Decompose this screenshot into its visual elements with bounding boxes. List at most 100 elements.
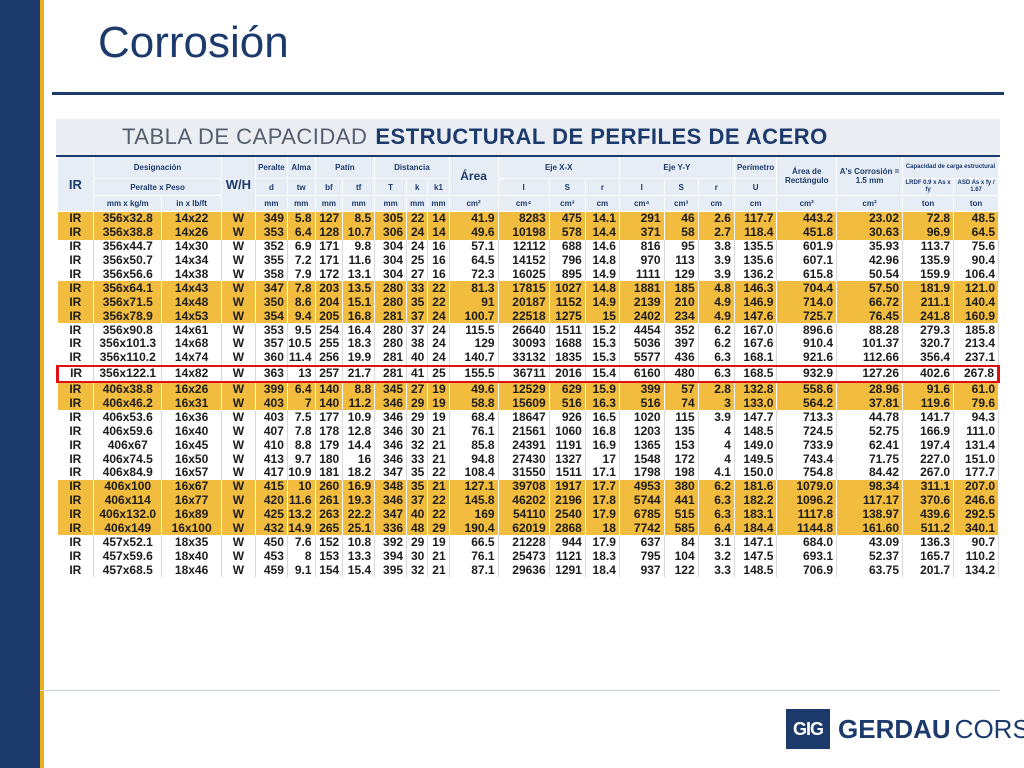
table-cell: 713.3 — [776, 410, 838, 425]
table-cell: 413 — [255, 452, 288, 467]
table-cell: 153 — [664, 438, 699, 453]
table-cell: 128 — [315, 225, 344, 240]
table-cell: IR — [57, 563, 95, 578]
table-cell: 6.4 — [698, 521, 735, 536]
table-cell: 607.1 — [776, 253, 838, 268]
table-cell: 40 — [406, 507, 429, 522]
sym-Sx: S — [549, 178, 586, 196]
table-cell: 355 — [255, 253, 288, 268]
table-cell: 14.4 — [342, 438, 376, 453]
table-cell: 1111 — [619, 267, 665, 282]
table-cell: 363 — [255, 364, 288, 383]
table-cell: 356x50.7 — [93, 253, 163, 268]
table-cell: 21 — [427, 563, 450, 578]
table-cell: 140.7 — [449, 350, 499, 366]
table-cell: 406x100 — [93, 479, 163, 494]
table-cell: 306 — [374, 225, 408, 240]
table-cell: 6.2 — [698, 323, 735, 338]
table-cell: 816 — [619, 239, 665, 254]
col-ir: IR — [57, 157, 95, 212]
table-cell: 213.4 — [953, 337, 999, 351]
table-cell: 8.6 — [287, 295, 316, 310]
table-cell: 68.4 — [449, 410, 499, 425]
table-cell: 121.0 — [953, 281, 999, 296]
unit-cell: cm — [585, 195, 620, 212]
table-cell: 9.1 — [287, 563, 316, 578]
table-cell: 370.6 — [902, 493, 955, 508]
table-title-thin: TABLA DE CAPACIDAD — [122, 124, 368, 149]
table-cell: W — [221, 225, 256, 240]
table-row: IR 406x84.9 16x57 W 417 10.9 181 18.2 347 35 22 108… — [57, 466, 999, 480]
col-alma: Alma — [287, 157, 316, 179]
table-cell: 98.34 — [836, 479, 904, 494]
table-cell: 14x34 — [161, 253, 222, 268]
table-cell: 21 — [427, 438, 450, 453]
table-cell: 136.2 — [734, 267, 778, 282]
table-cell: 443.2 — [776, 211, 838, 226]
table-cell: 14x68 — [161, 337, 222, 351]
table-cell: 348 — [374, 479, 408, 494]
col-capacidad: Capacidad de carga estructural — [902, 157, 999, 179]
table-cell: 178 — [315, 424, 344, 439]
table-row: IR 356x64.1 14x43 W 347 7.8 203 13.5 280 33 22 81.3… — [57, 281, 999, 296]
table-cell: 104 — [664, 549, 699, 564]
table-cell: W — [221, 381, 256, 397]
table-cell: 33132 — [498, 350, 550, 366]
table-row: IR 457x52.1 18x35 W 450 7.6 152 10.8 392 29 19 66.5… — [57, 535, 999, 550]
table-cell: IR — [57, 396, 95, 411]
table-cell: 29 — [406, 396, 429, 411]
table-cell: 90.4 — [953, 253, 999, 268]
unit-cell: cm³ — [549, 195, 586, 212]
unit-cell: mm — [315, 195, 344, 212]
table-cell: 62019 — [498, 521, 550, 536]
table-cell: W — [221, 211, 256, 226]
table-cell: 3.9 — [698, 267, 735, 282]
table-cell: 64.5 — [953, 225, 999, 240]
table-cell: 8.5 — [342, 211, 376, 226]
table-cell: 3.9 — [698, 253, 735, 268]
table-cell: 601.9 — [776, 239, 838, 254]
table-cell: 168.5 — [734, 364, 778, 383]
table-cell: 152 — [315, 535, 344, 550]
table-cell: 110.2 — [953, 549, 999, 564]
table-cell: 18x46 — [161, 563, 222, 578]
table-cell: 944 — [549, 535, 586, 550]
table-cell: 29 — [427, 521, 450, 536]
sym-d: d — [255, 178, 288, 196]
table-cell: W — [221, 281, 256, 296]
table-cell: 169 — [449, 507, 499, 522]
table-cell: 17815 — [498, 281, 550, 296]
table-cell: 21 — [427, 549, 450, 564]
table-cell: 127.26 — [836, 364, 904, 383]
unit-cell: ton — [953, 195, 999, 212]
table-cell: 7.8 — [287, 281, 316, 296]
table-cell: 49.6 — [449, 381, 499, 397]
table-cell: 185.8 — [953, 323, 999, 338]
table-cell: 37.81 — [836, 396, 904, 411]
table-cell: 578 — [549, 225, 586, 240]
unit-cell: mm — [287, 195, 316, 212]
table-cell: W — [221, 253, 256, 268]
sym-ry: r — [698, 178, 735, 196]
table-cell: 16 — [427, 253, 450, 268]
table-row: IR 406x67 16x45 W 410 8.8 179 14.4 346 32 21 85.8 24… — [57, 438, 999, 453]
table-cell: 32 — [406, 438, 429, 453]
table-cell: 3 — [698, 396, 735, 411]
table-cell: 1327 — [549, 452, 586, 467]
table-cell: 62.41 — [836, 438, 904, 453]
table-cell: 57 — [664, 381, 699, 397]
table-cell: 4454 — [619, 323, 665, 338]
table-cell: 76.1 — [449, 549, 499, 564]
table-cell: 10.9 — [342, 410, 376, 425]
table-cell: 41 — [406, 364, 429, 383]
table-cell: 180 — [315, 452, 344, 467]
table-cell: 795 — [619, 549, 665, 564]
table-cell: 159.9 — [902, 267, 955, 282]
table-cell: IR — [55, 364, 95, 383]
table-cell: 35.93 — [836, 239, 904, 254]
table-cell: 108.4 — [449, 466, 499, 480]
table-cell: 171 — [315, 239, 344, 254]
table-cell: 346 — [374, 424, 408, 439]
table-cell: 166.9 — [902, 424, 955, 439]
table-cell: 356x64.1 — [93, 281, 163, 296]
